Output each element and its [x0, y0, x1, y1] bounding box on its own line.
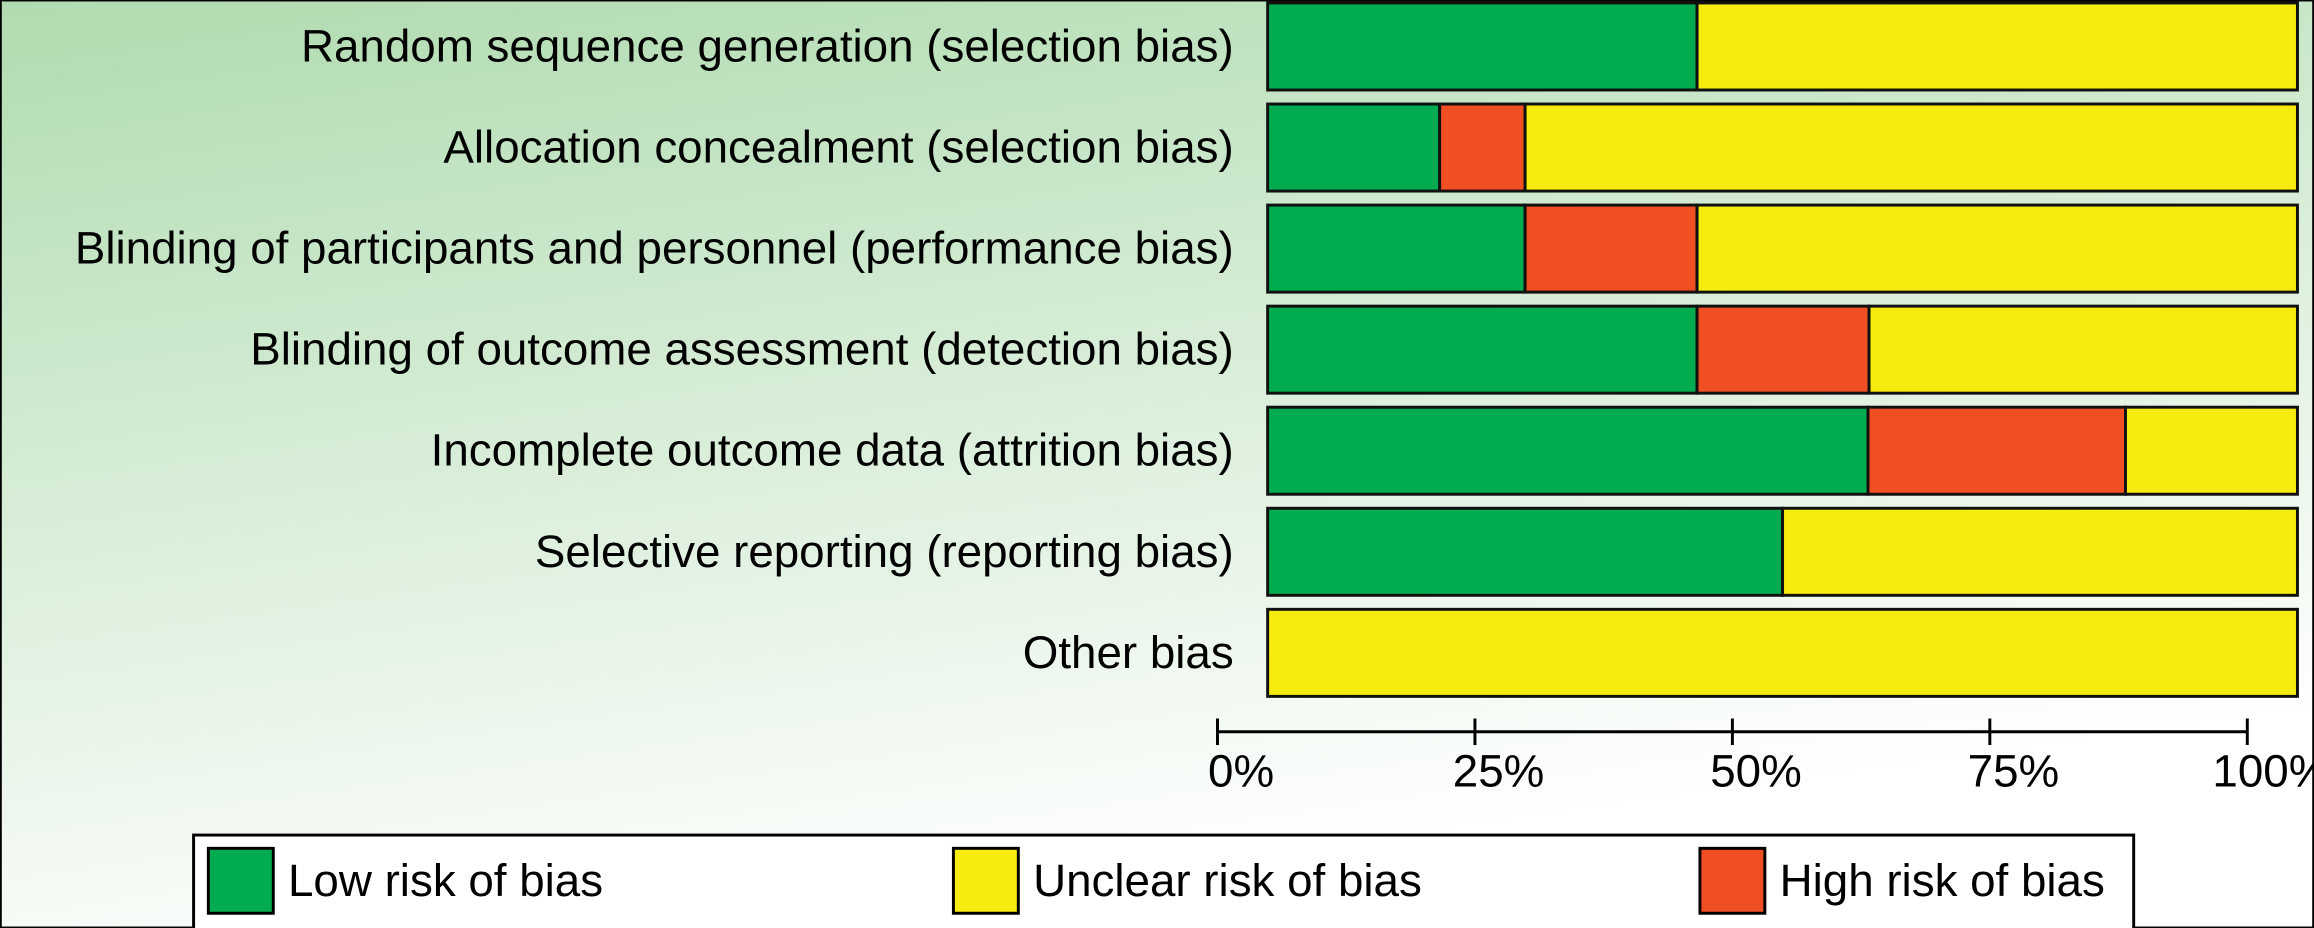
bar-segment	[1523, 203, 1699, 294]
bar-segment	[1867, 304, 2299, 395]
bar-segment	[1695, 304, 1871, 395]
category-label: Blinding of outcome assessment (detectio…	[250, 324, 1233, 375]
bar-segment	[1266, 405, 1870, 496]
bar-segment	[1266, 1, 1699, 92]
bar-segment	[1695, 1, 2299, 92]
legend-swatch	[1698, 846, 1767, 915]
x-tick-label: 75%	[1968, 746, 2060, 797]
category-label: Incomplete outcome data (attrition bias)	[431, 425, 1234, 476]
legend-swatch	[206, 846, 275, 915]
bar-segment	[2123, 405, 2299, 496]
bar-segment	[1866, 405, 2127, 496]
legend-label: High risk of bias	[1780, 855, 2105, 906]
category-label: Blinding of participants and personnel (…	[75, 223, 1234, 274]
category-label: Other bias	[1023, 627, 1234, 678]
legend-label: Unclear risk of bias	[1033, 855, 1422, 906]
x-tick-label: 50%	[1710, 746, 1802, 797]
bar-segment	[1781, 506, 2299, 597]
legend-label: Low risk of bias	[288, 855, 603, 906]
x-tick-label: 100%	[2212, 746, 2314, 797]
bar-segment	[1266, 203, 1527, 294]
x-tick-label: 0%	[1208, 746, 1274, 797]
bar-segment	[1438, 102, 1527, 193]
legend-swatch	[951, 846, 1020, 915]
bar-segment	[1266, 304, 1699, 395]
bar-segment	[1523, 102, 2299, 193]
bar-segment	[1695, 203, 2299, 294]
bar-segment	[1266, 607, 2299, 698]
category-label: Allocation concealment (selection bias)	[443, 122, 1233, 173]
category-label: Selective reporting (reporting bias)	[535, 526, 1234, 577]
bar-segment	[1266, 506, 1785, 597]
legend-box	[192, 833, 2136, 928]
category-label: Random sequence generation (selection bi…	[301, 21, 1234, 72]
bar-segment	[1266, 102, 1442, 193]
x-tick-label: 25%	[1453, 746, 1545, 797]
